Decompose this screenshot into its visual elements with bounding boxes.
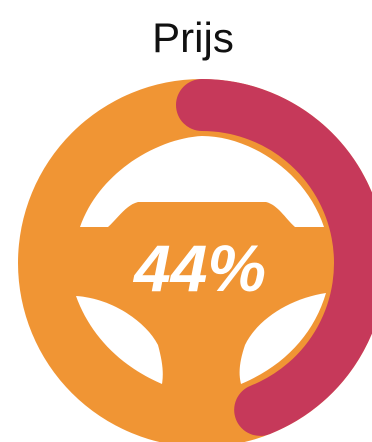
lower-left-opening bbox=[76, 296, 163, 384]
page-title: Prijs bbox=[152, 14, 234, 61]
percentage-label: 44% bbox=[132, 231, 266, 305]
steering-wheel-cutouts bbox=[76, 136, 326, 384]
lower-right-opening bbox=[239, 293, 326, 384]
upper-opening bbox=[80, 136, 324, 227]
progress-arc bbox=[176, 79, 372, 436]
